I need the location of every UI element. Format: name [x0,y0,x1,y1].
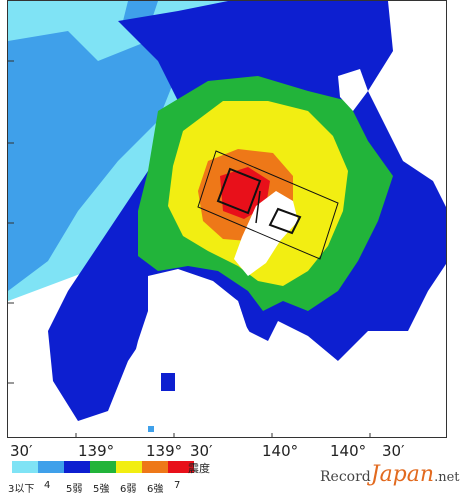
lon-label: 139° [146,442,183,460]
seismic-intensity-map [7,0,447,438]
pacific-ocean-south [128,269,258,437]
legend-labels: 3以下 4 5弱 5強 6弱 6強 7 [8,480,188,495]
lon-label: 30′ [10,442,33,460]
pacific-ocean-southeast [268,283,446,437]
lon-label: 139° [78,442,115,460]
island-small [148,426,154,432]
island-oshima [161,373,175,391]
watermark-suffix: .net [434,470,460,485]
legend-swatch [90,461,116,473]
legend-label: 7 [174,480,181,491]
zone-intensity-4 [8,1,178,291]
legend-label: 6強 [147,484,164,495]
fault-segment-east [268,207,302,235]
legend-label: 5強 [93,484,110,495]
legend-swatch [38,461,64,473]
watermark-script: Japan [370,462,435,487]
latitude-ticks [8,60,14,384]
lon-label: 30′ [190,442,213,460]
legend-swatch [142,461,168,473]
lon-label: 140° [262,442,299,460]
fault-segment-west [216,167,262,215]
longitude-ticks [75,433,371,437]
legend-swatch [12,461,38,473]
fault-line [255,190,261,224]
fault-model-outline [197,150,339,260]
legend-swatch [116,461,142,473]
legend-swatch [168,461,194,473]
map-canvas [8,1,446,437]
tokyo-bay [234,191,298,276]
watermark-logo: RecordJapan.net [320,462,460,487]
legend-label: 3以下 [8,484,35,495]
legend-label: 6弱 [120,484,137,495]
lake-kasumigaura [338,69,368,111]
legend-swatch [64,461,90,473]
watermark-brand: Record [320,469,371,485]
legend-title: 震度 [188,462,210,475]
lon-label: 140° [330,442,367,460]
intensity-legend [12,461,194,473]
legend-label: 4 [44,480,51,491]
legend-label: 5弱 [66,484,83,495]
lon-label: 30′ [382,442,405,460]
